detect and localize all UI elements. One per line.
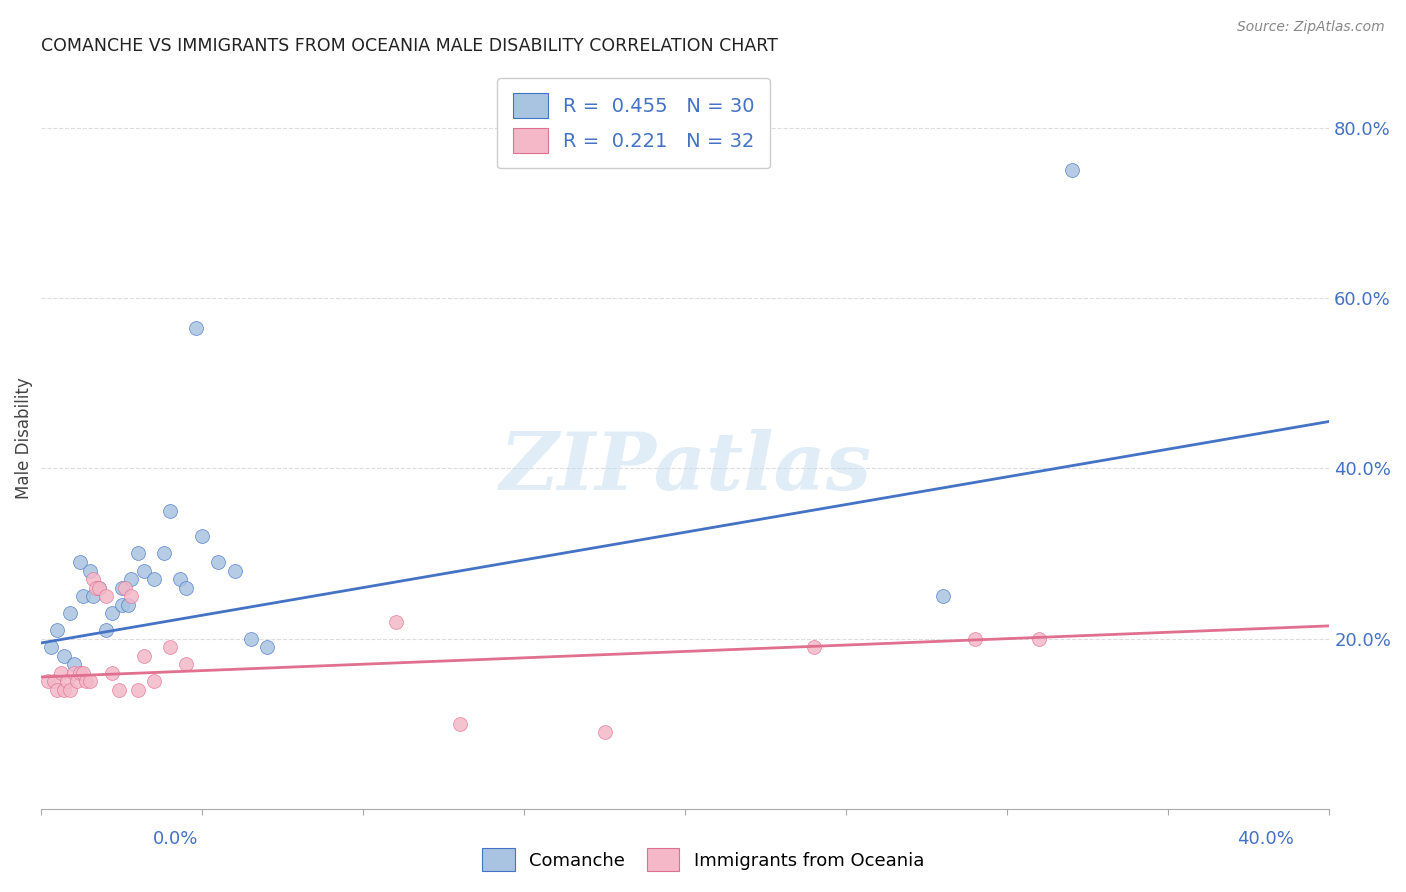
Point [593,725,616,739]
Point [82,572,104,586]
Text: 0.0%: 0.0% [153,830,198,847]
Point [143,674,166,689]
Point [37,674,59,689]
Point [134,564,156,578]
Legend: R =  0.455   N = 30, R =  0.221   N = 32: R = 0.455 N = 30, R = 0.221 N = 32 [498,78,770,169]
Point [94,589,117,603]
Point [114,581,136,595]
Point [127,682,149,697]
Point [932,589,955,603]
Point [384,615,406,629]
Point [121,589,143,603]
Point [79,564,101,578]
Point [256,640,278,655]
Point [44,674,66,689]
Point [101,606,124,620]
Text: Source: ZipAtlas.com: Source: ZipAtlas.com [1237,20,1385,34]
Legend: Comanche, Immigrants from Oceania: Comanche, Immigrants from Oceania [475,841,931,879]
Point [49,665,72,680]
Point [62,657,84,672]
Point [159,640,181,655]
Point [69,555,91,569]
Point [101,665,124,680]
Point [46,682,69,697]
Point [111,581,134,595]
Point [159,504,181,518]
Point [72,589,94,603]
Point [207,555,229,569]
Point [52,648,75,663]
Point [449,716,471,731]
Point [89,581,111,595]
Point [69,665,91,680]
Point [72,665,94,680]
Y-axis label: Male Disability: Male Disability [15,377,32,500]
Point [39,640,62,655]
Point [84,581,107,595]
Point [117,598,139,612]
Point [82,589,104,603]
Point [174,581,197,595]
Point [803,640,825,655]
Point [127,546,149,560]
Point [75,674,97,689]
Point [66,674,89,689]
Point [1028,632,1050,646]
Point [224,564,246,578]
Point [152,546,174,560]
Point [184,320,207,334]
Point [59,606,82,620]
Point [46,623,69,637]
Point [174,657,197,672]
Text: ZIPatlas: ZIPatlas [499,429,872,507]
Point [79,674,101,689]
Point [107,682,129,697]
Point [134,648,156,663]
Point [62,665,84,680]
Point [52,682,75,697]
Text: 40.0%: 40.0% [1237,830,1294,847]
Point [191,529,214,543]
Point [239,632,262,646]
Text: COMANCHE VS IMMIGRANTS FROM OCEANIA MALE DISABILITY CORRELATION CHART: COMANCHE VS IMMIGRANTS FROM OCEANIA MALE… [41,37,778,55]
Point [94,623,117,637]
Point [56,674,79,689]
Point [59,682,82,697]
Point [121,572,143,586]
Point [1060,163,1083,178]
Point [965,632,987,646]
Point [89,581,111,595]
Point [111,598,134,612]
Point [143,572,166,586]
Point [169,572,191,586]
